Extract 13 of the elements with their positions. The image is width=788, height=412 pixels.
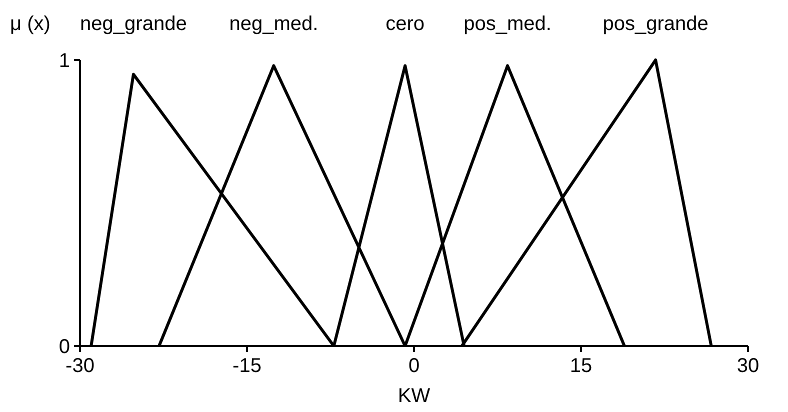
text: neg_grande	[80, 13, 187, 35]
x-tick-label: 15	[570, 355, 592, 377]
x-tick-label: 0	[408, 355, 420, 377]
x-tick-label: -30	[66, 355, 94, 377]
series-label: pos_grande	[602, 13, 708, 35]
x-tick-label: -15	[232, 355, 262, 377]
x-axis-title: KW	[398, 385, 430, 407]
x-tick-label: 30	[736, 355, 760, 377]
text: neg_med.	[229, 13, 318, 35]
y-tick-label: 1	[58, 50, 70, 72]
series-label: cero	[386, 13, 425, 35]
y-axis-title: μ (x)	[10, 13, 50, 35]
text: pos_med.	[464, 13, 552, 35]
